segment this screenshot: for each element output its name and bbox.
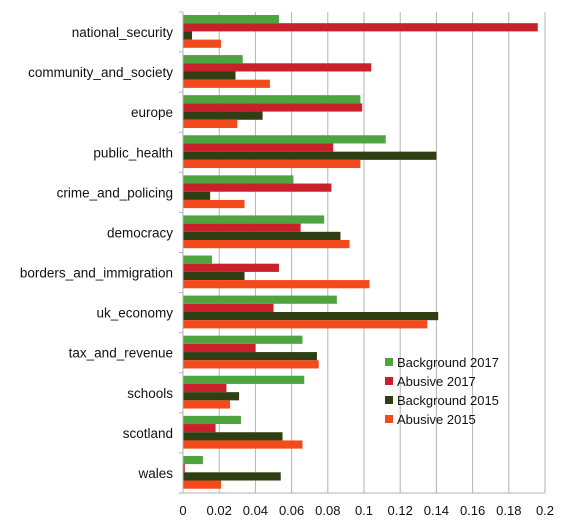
category-label: uk_economy: [96, 306, 173, 321]
x-tick-label: 0.02: [207, 503, 232, 518]
bar: [183, 320, 428, 329]
bar: [183, 255, 212, 264]
bars: [183, 15, 538, 489]
bar: [183, 111, 263, 120]
bar: [183, 183, 332, 192]
bar: [183, 263, 279, 272]
bar: [183, 311, 439, 321]
bar: [183, 352, 317, 361]
category-label: public_health: [93, 145, 173, 160]
bar: [183, 240, 350, 249]
axes: [179, 11, 545, 494]
bar: [183, 151, 437, 160]
bar: [183, 95, 361, 104]
legend-label: Background 2015: [397, 393, 499, 408]
x-tick-label: 0.12: [388, 503, 413, 518]
bar: [183, 271, 245, 281]
bar: [183, 199, 245, 209]
bar: [183, 23, 538, 32]
x-tick-label: 0.2: [536, 503, 554, 518]
bar: [183, 231, 341, 241]
x-tick-label: 0.04: [243, 503, 268, 518]
category-label: borders_and_immigration: [20, 266, 173, 281]
bar: [183, 415, 241, 425]
bar: [183, 191, 211, 200]
x-tick-label: 0: [179, 503, 186, 518]
legend-swatch: [385, 377, 393, 385]
bar: [183, 360, 319, 369]
bar: [183, 383, 227, 393]
category-label: wales: [137, 466, 173, 481]
bar: [183, 39, 222, 48]
legend-swatch: [385, 415, 393, 423]
bar: [183, 159, 361, 169]
legend-label: Abusive 2017: [397, 374, 476, 389]
bar: [183, 400, 231, 409]
bar: [183, 480, 222, 489]
bar: [183, 175, 294, 184]
x-tick-label: 0.16: [460, 503, 485, 518]
bar: [183, 464, 185, 473]
legend: Background 2017 Abusive 2017 Background 20…: [385, 355, 499, 427]
bar: [183, 31, 193, 40]
bar: [183, 71, 236, 80]
bar: [183, 55, 243, 64]
category-label: crime_and_policing: [57, 185, 173, 200]
bar: [183, 63, 372, 72]
x-tick-label: 0.18: [496, 503, 521, 518]
category-label: democracy: [107, 225, 173, 240]
bar: [183, 103, 363, 112]
category-labels: national_security community_and_societyeu…: [20, 25, 173, 481]
bar: [183, 440, 303, 449]
category-label: schools: [127, 386, 173, 401]
category-label: scotland: [123, 426, 173, 441]
bar: [183, 15, 279, 24]
legend-label: Background 2017: [397, 355, 499, 370]
x-tick-labels: 0 0.02 0.04 0.06 0.08 0.1 0.12 0.14 0.16 0.18 0.2: [179, 503, 554, 518]
legend-label: Abusive 2015: [397, 412, 476, 427]
bar: [183, 280, 370, 289]
x-tick-label: 0.1: [355, 503, 373, 518]
bar: [183, 375, 305, 384]
legend-swatch: [385, 396, 393, 404]
bar: [183, 295, 337, 304]
bar: [183, 432, 283, 441]
bar: [183, 472, 281, 481]
bar: [183, 335, 303, 344]
x-tick-label: 0.14: [424, 503, 449, 518]
legend-swatch: [385, 358, 393, 366]
bar: [183, 143, 334, 152]
bar: [183, 303, 274, 312]
bar: [183, 119, 238, 128]
bar: [183, 343, 256, 353]
category-label: europe: [131, 105, 173, 120]
bar: [183, 392, 240, 401]
grid: [182, 12, 546, 493]
x-tick-label: 0.06: [279, 503, 304, 518]
bar: [183, 79, 270, 88]
bar: [183, 215, 325, 224]
category-label: tax_and_revenue: [69, 346, 173, 361]
category-label: community_and_society: [28, 65, 173, 80]
category-label: national_security: [72, 25, 174, 40]
x-tick-label: 0.08: [315, 503, 340, 518]
bar: [183, 223, 301, 232]
bar: [183, 455, 203, 465]
bar: [183, 135, 386, 144]
bar: [183, 424, 216, 433]
